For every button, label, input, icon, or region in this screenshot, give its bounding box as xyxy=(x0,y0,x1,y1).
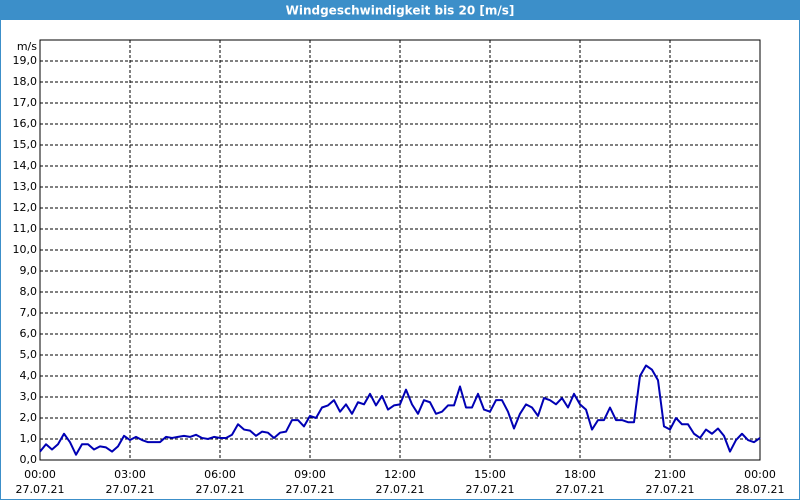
y-tick-label: 7,0 xyxy=(20,306,38,319)
title-bar xyxy=(0,0,800,20)
y-tick-label: 12,0 xyxy=(13,201,38,214)
y-tick-label: 0,0 xyxy=(20,453,38,466)
y-tick-label: 14,0 xyxy=(13,159,38,172)
x-tick-label: 18:00 xyxy=(564,468,596,481)
y-tick-label: 19,0 xyxy=(13,54,38,67)
y-tick-label: 8,0 xyxy=(20,285,38,298)
y-tick-label: 9,0 xyxy=(20,264,38,277)
x-tick-date: 27.07.21 xyxy=(106,483,155,496)
y-tick-label: 6,0 xyxy=(20,327,38,340)
x-tick-label: 12:00 xyxy=(384,468,416,481)
y-tick-label: 18,0 xyxy=(13,75,38,88)
data-line xyxy=(39,364,761,456)
y-tick-label: 16,0 xyxy=(13,117,38,130)
y-tick-label: 3,0 xyxy=(20,390,38,403)
y-tick-label: 5,0 xyxy=(20,348,38,361)
x-tick-date: 27.07.21 xyxy=(286,483,335,496)
x-tick-date: 27.07.21 xyxy=(196,483,245,496)
y-tick-label: 15,0 xyxy=(13,138,38,151)
y-tick-label: 4,0 xyxy=(20,369,38,382)
y-tick-label: 10,0 xyxy=(13,243,38,256)
x-tick-label: 09:00 xyxy=(294,468,326,481)
x-tick-label: 15:00 xyxy=(474,468,506,481)
x-tick-label: 00:00 xyxy=(24,468,56,481)
y-tick-label: 17,0 xyxy=(13,96,38,109)
x-tick-date: 27.07.21 xyxy=(16,483,65,496)
x-tick-date: 27.07.21 xyxy=(466,483,515,496)
x-tick-date: 28.07.21 xyxy=(736,483,785,496)
y-tick-label: 13,0 xyxy=(13,180,38,193)
y-tick-label: 2,0 xyxy=(20,411,38,424)
x-tick-label: 03:00 xyxy=(114,468,146,481)
x-tick-date: 27.07.21 xyxy=(556,483,605,496)
y-tick-label: 1,0 xyxy=(20,432,38,445)
y-tick-label: 11,0 xyxy=(13,222,38,235)
x-tick-date: 27.07.21 xyxy=(646,483,695,496)
chart-title: Windgeschwindigkeit bis 20 [m/s] xyxy=(286,4,515,18)
x-tick-label: 21:00 xyxy=(654,468,686,481)
x-tick-label: 06:00 xyxy=(204,468,236,481)
x-tick-label: 00:00 xyxy=(744,468,776,481)
x-tick-date: 27.07.21 xyxy=(376,483,425,496)
y-axis-label: m/s xyxy=(17,40,37,53)
